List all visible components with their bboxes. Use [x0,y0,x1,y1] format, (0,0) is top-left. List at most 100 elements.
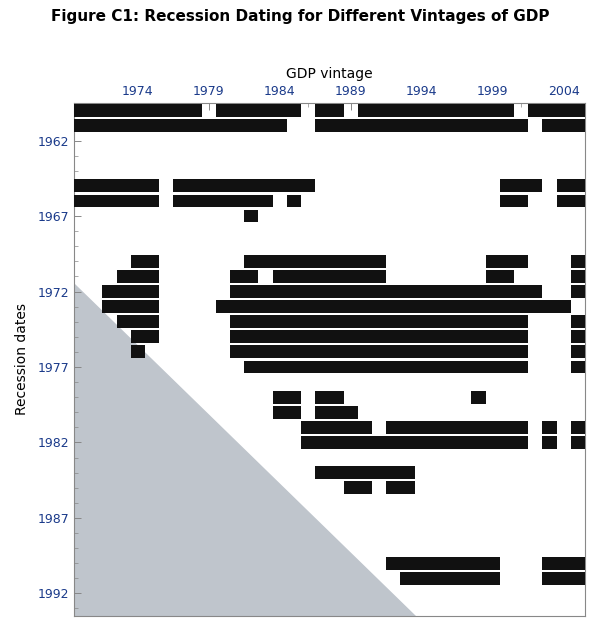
Bar [230,119,244,132]
Bar [103,179,116,192]
Bar [485,285,500,298]
Bar [457,360,472,374]
Bar [287,331,301,343]
Bar [372,270,386,283]
Bar [259,346,272,358]
Bar [500,346,514,358]
Bar [272,360,287,374]
Bar [472,421,485,433]
Bar [315,406,329,419]
Bar [315,270,329,283]
Bar [244,346,259,358]
Bar [571,360,585,374]
Bar [358,360,372,374]
Bar [500,316,514,328]
Bar [429,285,443,298]
Bar [400,557,415,570]
Bar [344,119,358,132]
Bar [301,421,315,433]
Bar [514,119,528,132]
Bar [472,572,485,585]
Bar [344,436,358,449]
Bar [485,119,500,132]
Bar [358,119,372,132]
Bar [116,270,131,283]
Bar [472,557,485,570]
Bar [329,104,344,117]
Bar [443,360,457,374]
Bar [500,104,514,117]
Bar [500,270,514,283]
Bar [386,481,400,494]
Bar [571,316,585,328]
Bar [415,331,429,343]
Bar [500,255,514,268]
Bar [500,436,514,449]
Bar [344,285,358,298]
Bar [188,179,202,192]
Bar [358,331,372,343]
Bar [188,119,202,132]
Bar [301,285,315,298]
Bar [244,285,259,298]
Bar [216,300,230,313]
Bar [472,346,485,358]
Bar [358,481,372,494]
Bar [514,179,528,192]
Bar [173,194,188,208]
Bar [400,300,415,313]
Bar [415,300,429,313]
Bar [571,331,585,343]
Bar [386,421,400,433]
Bar [457,572,472,585]
Bar [145,300,159,313]
Bar [500,194,514,208]
Bar [315,316,329,328]
Bar [315,466,329,479]
Bar [429,119,443,132]
Bar [485,300,500,313]
Bar [415,436,429,449]
Bar [400,331,415,343]
Bar [116,285,131,298]
Bar [259,255,272,268]
Bar [131,179,145,192]
Bar [386,346,400,358]
Bar [103,285,116,298]
Bar [272,119,287,132]
Bar [131,270,145,283]
Bar [514,255,528,268]
Bar [315,255,329,268]
Bar [301,270,315,283]
Bar [315,119,329,132]
Bar [429,436,443,449]
Bar [145,119,159,132]
Y-axis label: Recession dates: Recession dates [15,304,29,415]
Bar [88,104,103,117]
Bar [173,119,188,132]
Bar [230,179,244,192]
Bar [259,316,272,328]
Bar [301,436,315,449]
Bar [329,466,344,479]
Bar [542,421,557,433]
Bar [358,346,372,358]
Bar [415,119,429,132]
Bar [74,194,88,208]
Bar [131,316,145,328]
Bar [131,300,145,313]
Bar [259,360,272,374]
Bar [557,194,571,208]
Bar [485,316,500,328]
Bar [500,300,514,313]
Bar [386,331,400,343]
Bar [244,119,259,132]
Bar [272,316,287,328]
Bar [358,316,372,328]
Bar [429,300,443,313]
Bar [500,421,514,433]
Bar [344,466,358,479]
Bar [287,316,301,328]
Bar [244,179,259,192]
Bar [301,316,315,328]
